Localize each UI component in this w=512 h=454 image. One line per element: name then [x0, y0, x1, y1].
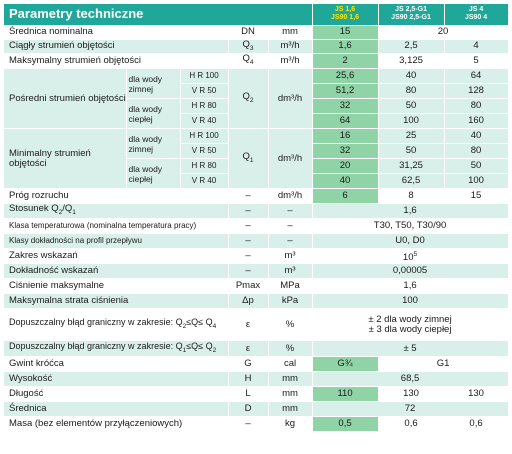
row-max-loss: Maksymalna strata ciśnienia Δp kPa 100 — [4, 293, 509, 310]
row-range: Zakres wskazań – m³ 105 — [4, 248, 509, 265]
header-row: Parametry techniczne JS 1,6 JS90 1,6 JS 2… — [4, 4, 509, 26]
row-temp-class: Klasa temperaturowa (nominalna temperatu… — [4, 218, 509, 235]
row-mpe-lower: Dopuszczalny błąd graniczny w zakresie: … — [4, 340, 509, 358]
row-q3: Ciągły strumień objętości Q3 m³/h 1,6 2,… — [4, 39, 509, 55]
row-max-pressure: Ciśnienie maksymalne Pmax MPa 1,6 — [4, 278, 509, 295]
row-accuracy-class: Klasy dokładności na profil przepływu – … — [4, 233, 509, 250]
row-q2-cold-vr50: V R 50 51,2 80 128 — [4, 83, 509, 100]
technical-parameters-table: Parametry techniczne JS 1,6 JS90 1,6 JS 2… — [4, 4, 509, 433]
row-q1-warm-hr80: dla wody ciepłej H R 80 20 31,25 50 — [4, 158, 509, 190]
model-header-3: JS 4 JS90 4 — [444, 4, 509, 26]
row-diameter: Średnica D mm 72 — [4, 401, 509, 418]
row-ratio: Stosunek Q2/Q1 – – 1,6 — [4, 203, 509, 220]
table-title: Parametry techniczne — [4, 4, 313, 26]
row-threshold: Próg rozruchu – dm³/h 6 8 15 — [4, 188, 509, 205]
row-length: Długość L mm 110 130 130 — [4, 386, 509, 403]
row-mpe-upper: Dopuszczalny błąd graniczny w zakresie: … — [4, 308, 509, 342]
row-q2-cold-hr100: Pośredni strumień objętości dla wody zim… — [4, 68, 509, 130]
row-dn: Średnica nominalna DN mm 15 20 — [4, 25, 509, 40]
row-q2-warm-vr40: V R 40 64 100 160 — [4, 113, 509, 130]
row-height: Wysokość H mm 68,5 — [4, 371, 509, 388]
row-q4: Maksymalny strumień objętości Q4 m³/h 2 … — [4, 53, 509, 70]
row-q2-warm-hr80: dla wody ciepłej H R 80 32 50 80 — [4, 98, 509, 130]
row-q1-cold-hr100: Minimalny strumień objętości dla wody zi… — [4, 128, 509, 190]
row-thread: Gwint króćca G cal G¾ G1 — [4, 356, 509, 373]
row-q1-warm-vr40: V R 40 40 62,5 100 — [4, 173, 509, 190]
model-header-2: JS 2,5-G1 JS90 2,5-G1 — [378, 4, 445, 26]
model-header-1: JS 1,6 JS90 1,6 — [312, 4, 379, 26]
row-mass: Masa (bez elementów przyłączeniowych) – … — [4, 416, 509, 433]
row-q1-cold-vr50: V R 50 32 50 80 — [4, 143, 509, 160]
row-accuracy: Dokładność wskazań – m³ 0,00005 — [4, 263, 509, 280]
